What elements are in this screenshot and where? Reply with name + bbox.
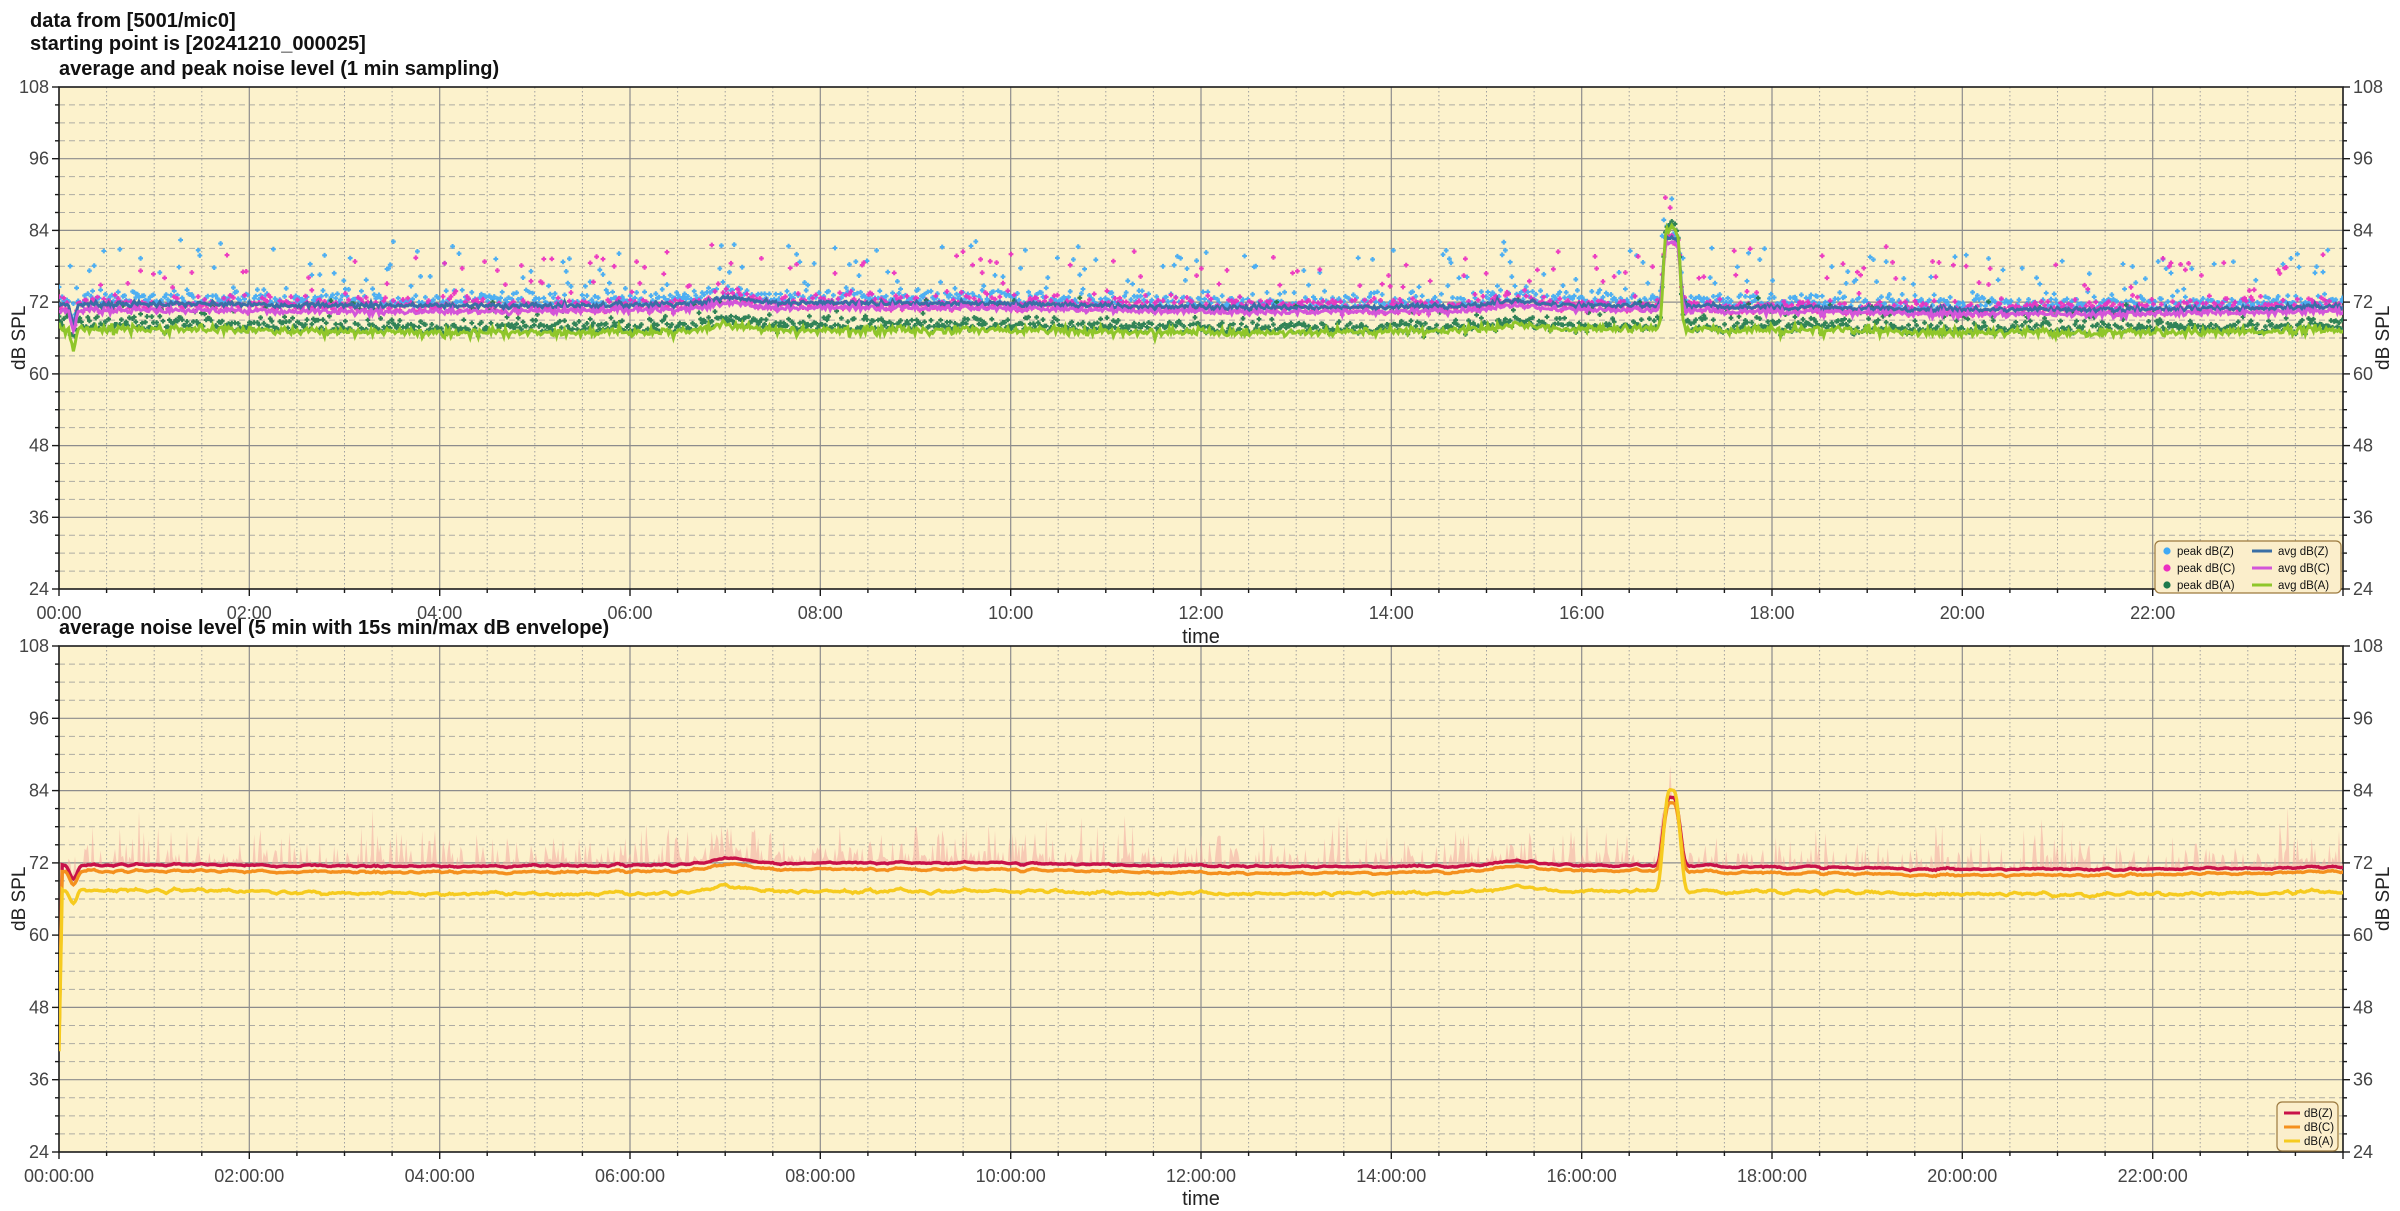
- svg-text:12:00:00: 12:00:00: [1166, 1166, 1236, 1186]
- svg-text:02:00:00: 02:00:00: [214, 1166, 284, 1186]
- svg-text:36: 36: [29, 1070, 49, 1090]
- svg-text:08:00: 08:00: [798, 603, 843, 623]
- svg-text:96: 96: [29, 149, 49, 169]
- svg-text:16:00:00: 16:00:00: [1547, 1166, 1617, 1186]
- svg-text:12:00: 12:00: [1178, 603, 1223, 623]
- svg-text:96: 96: [2353, 708, 2373, 728]
- svg-text:108: 108: [19, 77, 49, 97]
- svg-text:04:00:00: 04:00:00: [405, 1166, 475, 1186]
- svg-text:04:00: 04:00: [417, 603, 462, 623]
- svg-text:08:00:00: 08:00:00: [785, 1166, 855, 1186]
- svg-text:dB(A): dB(A): [2304, 1136, 2334, 1148]
- svg-text:96: 96: [29, 708, 49, 728]
- svg-text:108: 108: [2353, 636, 2383, 656]
- svg-text:108: 108: [2353, 77, 2383, 97]
- svg-text:60: 60: [2353, 364, 2373, 384]
- svg-text:22:00: 22:00: [2130, 603, 2175, 623]
- svg-text:108: 108: [19, 636, 49, 656]
- svg-text:48: 48: [2353, 436, 2373, 456]
- svg-text:48: 48: [2353, 997, 2373, 1017]
- svg-text:10:00: 10:00: [988, 603, 1033, 623]
- svg-text:16:00: 16:00: [1559, 603, 1604, 623]
- svg-text:24: 24: [2353, 1142, 2373, 1162]
- svg-text:avg dB(C): avg dB(C): [2278, 563, 2330, 575]
- svg-text:24: 24: [29, 1142, 49, 1162]
- svg-text:02:00: 02:00: [227, 603, 272, 623]
- svg-text:60: 60: [29, 364, 49, 384]
- svg-text:48: 48: [29, 436, 49, 456]
- svg-text:avg dB(A): avg dB(A): [2278, 580, 2329, 592]
- svg-text:06:00: 06:00: [607, 603, 652, 623]
- svg-text:72: 72: [29, 292, 49, 312]
- svg-text:peak dB(Z): peak dB(Z): [2177, 546, 2234, 558]
- svg-text:84: 84: [2353, 781, 2373, 801]
- svg-text:84: 84: [29, 220, 49, 240]
- svg-text:96: 96: [2353, 149, 2373, 169]
- svg-text:22:00:00: 22:00:00: [2118, 1166, 2188, 1186]
- svg-text:peak dB(A): peak dB(A): [2177, 580, 2235, 592]
- svg-text:60: 60: [2353, 925, 2373, 945]
- svg-text:00:00: 00:00: [36, 603, 81, 623]
- svg-text:06:00:00: 06:00:00: [595, 1166, 665, 1186]
- svg-text:24: 24: [2353, 579, 2373, 599]
- svg-text:72: 72: [2353, 853, 2373, 873]
- svg-text:48: 48: [29, 997, 49, 1017]
- svg-text:10:00:00: 10:00:00: [976, 1166, 1046, 1186]
- svg-text:20:00:00: 20:00:00: [1927, 1166, 1997, 1186]
- svg-text:36: 36: [2353, 1070, 2373, 1090]
- svg-text:84: 84: [29, 781, 49, 801]
- svg-text:dB(C): dB(C): [2304, 1122, 2334, 1134]
- svg-text:14:00: 14:00: [1369, 603, 1414, 623]
- svg-text:avg dB(Z): avg dB(Z): [2278, 546, 2329, 558]
- svg-text:36: 36: [29, 507, 49, 527]
- svg-text:14:00:00: 14:00:00: [1356, 1166, 1426, 1186]
- svg-text:00:00:00: 00:00:00: [24, 1166, 94, 1186]
- svg-text:18:00: 18:00: [1749, 603, 1794, 623]
- svg-text:24: 24: [29, 579, 49, 599]
- svg-text:72: 72: [2353, 292, 2373, 312]
- svg-text:18:00:00: 18:00:00: [1737, 1166, 1807, 1186]
- svg-text:dB(Z): dB(Z): [2304, 1108, 2333, 1120]
- svg-text:20:00: 20:00: [1940, 603, 1985, 623]
- svg-text:60: 60: [29, 925, 49, 945]
- svg-text:peak dB(C): peak dB(C): [2177, 563, 2235, 575]
- svg-text:84: 84: [2353, 220, 2373, 240]
- svg-text:72: 72: [29, 853, 49, 873]
- svg-text:36: 36: [2353, 507, 2373, 527]
